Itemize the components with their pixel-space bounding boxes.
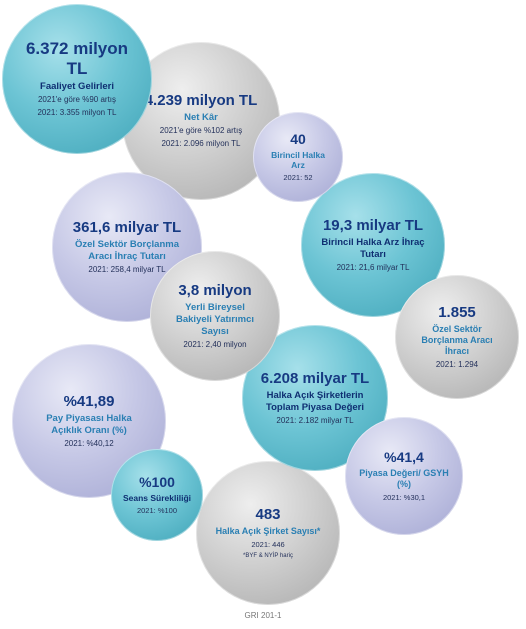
metric-value: 4.239 milyon TL bbox=[144, 92, 258, 110]
bubble-net-kar: 4.239 milyon TL Net Kâr 2021'e göre %102 a… bbox=[122, 42, 280, 200]
metric-comparison: 2021: 258,4 milyar TL bbox=[88, 264, 166, 274]
metric-value: 6.208 milyar TL bbox=[260, 369, 370, 387]
metric-value: %100 bbox=[139, 474, 175, 491]
metric-comparison: 2021: 21,6 milyar TL bbox=[336, 262, 410, 272]
metric-value: 361,6 milyar TL bbox=[72, 218, 182, 236]
gri-reference: GRI 201-1 bbox=[244, 611, 282, 620]
metric-label: Halka Açık Şirketlerin Toplam Piyasa Değ… bbox=[265, 389, 365, 413]
metric-comparison: 2021: 3.355 milyon TL bbox=[37, 107, 117, 117]
metric-comparison: 2021: %40,12 bbox=[64, 438, 114, 448]
metric-label: Faaliyet Gelirleri bbox=[40, 81, 114, 93]
metric-comparison: 2021: 2,40 milyon bbox=[183, 339, 247, 349]
metric-comparison: 2021: %100 bbox=[136, 505, 178, 515]
metric-label: Halka Açık Şirket Sayısı* bbox=[215, 526, 321, 537]
metric-footnote: *BYF & NYİP hariç bbox=[243, 552, 293, 559]
bubble-yerli-bireysel-yatirimci: 3,8 milyon Yerli Bireysel Bakiyeli Yatırı… bbox=[150, 251, 280, 381]
bubble-birincil-halka-arz: 40 Birincil Halka Arz 2021: 52 bbox=[253, 112, 343, 202]
metric-label: Pay Piyasası Halka Açıklık Oranı (%) bbox=[46, 412, 132, 436]
metric-value: 19,3 milyar TL bbox=[322, 216, 424, 234]
bubble-birincil-halka-arz-ihrac-tutari: 19,3 milyar TL Birincil Halka Arz İhraç T… bbox=[301, 173, 445, 317]
metric-value: %41,89 bbox=[63, 392, 115, 410]
metric-value: %41,4 bbox=[384, 449, 424, 466]
bubble-ozel-sektor-borclanma-ihraci: 1.855 Özel Sektör Borçlanma Aracı İhracı 2… bbox=[395, 275, 519, 399]
metric-value: 40 bbox=[290, 130, 306, 147]
metric-label: Piyasa Değeri/ GSYH (%) bbox=[359, 468, 449, 490]
bubble-faaliyet-gelirleri: 6.372 milyon TL Faaliyet Gelirleri 2021'e … bbox=[2, 4, 152, 154]
metric-label: Yerli Bireysel Bakiyeli Yatırımcı Sayısı bbox=[176, 301, 254, 337]
bubble-seans-surekliligi: %100 Seans Sürekliliği 2021: %100 bbox=[111, 449, 203, 541]
metric-comparison: 2021'e göre %90 artış bbox=[37, 95, 117, 105]
metric-label: Özel Sektör Borçlanma Aracı İhracı bbox=[421, 323, 493, 357]
metric-comparison: 2021: 52 bbox=[283, 173, 313, 183]
metric-value: 483 bbox=[255, 506, 281, 524]
metric-comparison: 2021'e göre %102 artış bbox=[159, 126, 243, 136]
metric-label: Net Kâr bbox=[184, 112, 218, 124]
metric-label: Birincil Halka Arz İhraç Tutarı bbox=[321, 236, 425, 260]
metric-label: Özel Sektör Borçlanma Aracı İhraç Tutarı bbox=[74, 238, 179, 262]
metric-value: 6.372 milyon TL bbox=[25, 39, 129, 78]
metric-value: 1.855 bbox=[438, 303, 476, 321]
metric-label: Birincil Halka Arz bbox=[271, 149, 325, 171]
metric-label: Seans Sürekliliği bbox=[122, 493, 192, 504]
metric-comparison: 2021: 2.096 milyon TL bbox=[161, 139, 241, 149]
metric-comparison: 2021: 446 bbox=[251, 539, 285, 549]
metric-comparison: 2021: %30,1 bbox=[382, 492, 426, 502]
bubble-piyasa-degeri-gsyh: %41,4 Piyasa Değeri/ GSYH (%) 2021: %30,1 bbox=[345, 417, 463, 535]
bubble-halka-acik-sirket-sayisi: 483 Halka Açık Şirket Sayısı* 2021: 446 *BY… bbox=[196, 461, 340, 605]
metric-value: 3,8 milyon bbox=[178, 281, 252, 299]
metric-comparison: 2021: 1.294 bbox=[435, 359, 479, 369]
metric-comparison: 2021: 2.182 milyar TL bbox=[276, 415, 354, 425]
